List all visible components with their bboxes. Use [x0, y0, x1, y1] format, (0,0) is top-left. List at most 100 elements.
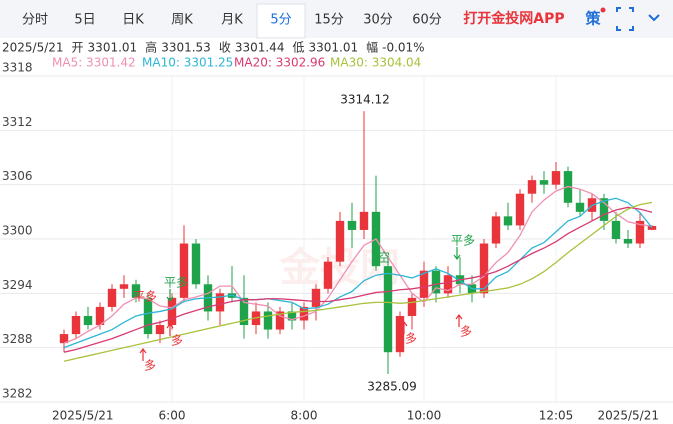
signal-arrow [455, 314, 463, 327]
candle-body [359, 211, 369, 230]
signal-arrow [400, 321, 408, 334]
fullscreen-icon[interactable] [616, 7, 634, 31]
trade-signal: 多 [460, 325, 472, 339]
x-tick-label: 8:00 [291, 409, 318, 423]
ma-line [63, 185, 653, 344]
trade-signal: 多 [144, 359, 156, 373]
info-label: 高 [145, 40, 157, 55]
candle-body [323, 261, 333, 289]
price-annotation: 3314.12 [340, 93, 390, 107]
trade-signal: 多 [171, 334, 183, 348]
y-tick-label: 3306 [2, 169, 33, 183]
trade-signal: 平多 [164, 276, 188, 290]
legend: MA5: 3301.42 MA10: 3301.25 MA20: 3302.96 MA… [52, 56, 421, 70]
ma-line [63, 197, 653, 349]
candle-body [179, 243, 189, 298]
candle-body [311, 288, 321, 307]
candle-body [239, 297, 249, 326]
ma-line [63, 201, 653, 362]
tab-bar [0, 0, 673, 38]
signal-arrow [166, 289, 174, 302]
candle-body [275, 311, 285, 330]
candle-body [539, 180, 549, 185]
info-value: 3301.53 [161, 41, 211, 55]
candle-body [479, 243, 489, 294]
candle-body [335, 220, 345, 262]
candle-body [119, 284, 129, 289]
candle-body [515, 193, 525, 226]
info-label: 低 [292, 41, 304, 55]
y-tick-label: 3318 [2, 61, 33, 75]
candle-body [575, 202, 585, 212]
candle-body [107, 288, 117, 307]
candle-body [443, 275, 453, 294]
candle-body [407, 297, 417, 316]
candle-body [155, 325, 165, 335]
info-date: 2025/5/21 [2, 41, 64, 55]
signal-arrow [453, 247, 461, 260]
candle-body [95, 306, 105, 326]
y-tick-label: 3312 [2, 115, 33, 129]
candle-body [623, 239, 633, 244]
candle-body [71, 315, 81, 335]
tabs: 分时 5日 日K 周K 月K 5分 15分 30分 60分 [22, 3, 442, 39]
candle-body [83, 315, 93, 326]
price-annotation: 3285.09 [367, 380, 417, 394]
tab[interactable]: 日K [122, 13, 144, 28]
trade-signal: 平多 [451, 234, 475, 248]
signal-arrow [139, 348, 147, 361]
info-value: 3301.01 [88, 41, 138, 55]
candle-body [143, 297, 153, 335]
info-label: 开 [72, 41, 84, 55]
candle-body [191, 243, 201, 285]
candle-body [419, 270, 429, 298]
trade-signal: 多 [405, 332, 417, 346]
tab[interactable]: 5分 [270, 13, 291, 28]
candle-body [527, 180, 537, 194]
candle-body [503, 216, 513, 226]
notice-dot [600, 7, 606, 13]
x-tick-label: 2025/5/21 [597, 409, 659, 423]
x-tick-label: 2025/5/21 [52, 409, 114, 423]
tab[interactable]: 分时 [22, 13, 48, 28]
tab[interactable]: 60分 [412, 13, 442, 28]
candle-body [383, 266, 393, 353]
strategy-icon[interactable]: 策 [584, 10, 601, 28]
info-value: 3301.01 [308, 41, 358, 55]
trade-signal: 平多 [133, 290, 157, 304]
app-link[interactable]: 打开金投网APP [463, 10, 564, 27]
y-tick-label: 3288 [2, 332, 33, 346]
candle-body [131, 284, 141, 298]
candle-body [611, 220, 621, 239]
x-tick-label: 10:00 [407, 409, 442, 423]
info-value: -0.01% [382, 41, 424, 55]
tab[interactable]: 30分 [363, 13, 393, 28]
candle-body [551, 171, 561, 185]
tab[interactable]: 15分 [314, 13, 344, 28]
tab[interactable]: 5日 [74, 13, 95, 28]
x-tick-label: 6:00 [159, 409, 186, 423]
legend-entry: MA20: 3302.96 [234, 56, 325, 70]
tab[interactable]: 月K [221, 13, 243, 28]
ma-line [63, 206, 653, 353]
info-line: 2025/5/21 开 3301.01 高 3301.53 收 3301.44 低 3301.0… [2, 40, 425, 55]
candle-body [299, 306, 309, 321]
expand-icon[interactable] [648, 14, 660, 22]
candle-body [347, 220, 357, 230]
info-label: 幅 [366, 40, 378, 55]
candle-body [491, 216, 501, 244]
candle-body [215, 293, 225, 312]
y-tick-label: 3282 [2, 387, 33, 401]
legend-entry: MA10: 3301.25 [142, 56, 233, 70]
active-tab [256, 3, 306, 39]
y-tick-label: 3300 [2, 224, 33, 238]
candle-body [599, 198, 609, 221]
candle-body [59, 334, 69, 344]
candle-body [635, 220, 645, 244]
tab[interactable]: 周K [171, 13, 193, 28]
candle-body [647, 225, 657, 230]
legend-entry: MA30: 3304.04 [330, 56, 421, 70]
x-tick-label: 12:05 [539, 409, 574, 423]
